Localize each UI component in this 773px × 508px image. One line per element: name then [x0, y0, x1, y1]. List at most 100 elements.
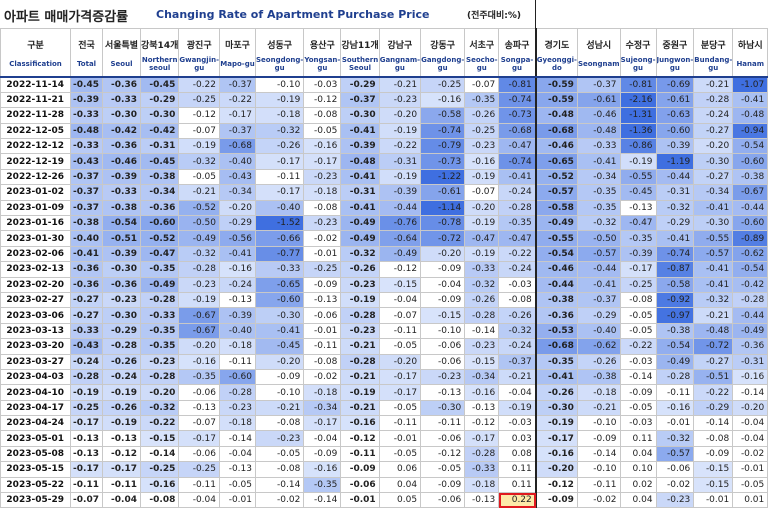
table-cell: -0.34: [303, 399, 342, 417]
row-date: 2023-01-16: [0, 215, 71, 232]
table-cell: -0.03: [619, 415, 657, 432]
table-cell: -0.23: [420, 368, 466, 386]
table-cell: -0.78: [420, 215, 466, 232]
table-cell: -0.42: [732, 276, 769, 293]
table-cell: -0.41: [693, 276, 734, 293]
title-bar: 아파트 매매가격증감률 Changing Rate of Apartment P…: [0, 0, 773, 28]
table-cell: -0.06: [420, 430, 466, 447]
table-cell: -0.05: [619, 399, 657, 417]
table-cell: -0.23: [303, 215, 342, 232]
table-cell: -0.11: [102, 476, 141, 494]
table-cell: -0.39: [619, 245, 657, 263]
table-cell: -0.04: [732, 415, 769, 432]
table-cell: -0.48: [732, 107, 769, 124]
table-cell: -0.19: [464, 245, 500, 263]
table-cell: -0.05: [254, 445, 305, 463]
table-cell: -0.17: [464, 430, 500, 447]
table-cell: -0.61: [576, 91, 621, 109]
table-cell: -0.77: [254, 245, 305, 263]
table-cell: -0.33: [464, 261, 500, 278]
table-row: 2023-05-08 -0.13 -0.12 -0.14 -0.06 -0.04 -0.05…: [0, 445, 769, 463]
table-row: 2023-02-27 -0.27 -0.23 -0.28 -0.19 -0.13 -0.60…: [0, 291, 769, 309]
table-cell: -0.34: [464, 368, 500, 386]
table-cell: -0.50: [576, 230, 621, 247]
table-cell: -0.54: [102, 215, 141, 232]
table-cell: -0.23: [303, 168, 342, 186]
table-cell: -0.19: [464, 168, 500, 186]
table-cell: -0.51: [693, 368, 734, 386]
table-cell: -0.33: [70, 322, 103, 340]
table-cell: -0.35: [576, 199, 621, 217]
column-header-kr: 하남시: [732, 28, 769, 51]
table-row: 2023-02-06 -0.41 -0.39 -0.47 -0.32 -0.41 -0.77…: [0, 245, 769, 263]
table-cell: -0.13: [70, 445, 103, 463]
table-cell: -0.17: [254, 153, 305, 170]
table-cell: -0.48: [534, 107, 578, 124]
table-cell: -0.22: [219, 91, 256, 109]
table-cell: -0.09: [340, 461, 380, 478]
table-cell: -0.61: [420, 184, 466, 201]
table-cell: -0.34: [576, 168, 621, 186]
table-cell: -0.41: [340, 122, 380, 140]
table-cell: -0.13: [303, 291, 342, 309]
table-cell: -0.68: [219, 138, 256, 155]
table-cell: -0.59: [534, 91, 578, 109]
table-cell: -0.44: [655, 168, 695, 186]
table-cell: -0.46: [102, 153, 141, 170]
table-cell: -0.09: [254, 368, 305, 386]
column-header-en: Seongdong-gu: [254, 51, 305, 78]
table-cell: -0.30: [102, 107, 141, 124]
table-row: 2022-12-26 -0.37 -0.39 -0.38 -0.05 -0.43 -0.11…: [0, 168, 769, 186]
row-date: 2022-12-12: [0, 138, 71, 155]
table-row: 2023-04-10 -0.19 -0.19 -0.20 -0.06 -0.28 -0.10…: [0, 384, 769, 401]
table-cell: -0.52: [534, 168, 578, 186]
table-cell: -0.37: [70, 168, 103, 186]
table-cell: -0.13: [420, 384, 466, 401]
table-cell: -0.30: [693, 153, 734, 170]
table-cell: -0.05: [619, 322, 657, 340]
table-cell: -0.57: [655, 445, 695, 463]
table-row: 2022-12-12 -0.33 -0.36 -0.31 -0.19 -0.68 -0.26…: [0, 138, 769, 155]
table-cell: -0.47: [619, 215, 657, 232]
table-cell: -0.20: [534, 461, 578, 478]
table-cell: -0.33: [139, 307, 180, 324]
table-cell: -0.18: [576, 384, 621, 401]
table-cell: -0.21: [254, 399, 305, 417]
table-cell: -0.17: [219, 107, 256, 124]
table-cell: -0.41: [576, 276, 621, 293]
row-date: 2023-02-06: [0, 245, 71, 263]
table-cell: -0.17: [102, 461, 141, 478]
table-cell: -0.11: [70, 476, 103, 494]
column-header-en: Hanam: [732, 51, 769, 78]
table-cell: -0.76: [378, 215, 422, 232]
table-cell: 0.08: [498, 445, 537, 463]
table-cell: -0.16: [219, 261, 256, 278]
table-cell: -0.26: [534, 384, 578, 401]
table-cell: -0.35: [139, 261, 180, 278]
table-cell: -0.11: [378, 415, 422, 432]
table-cell: 0.03: [498, 430, 537, 447]
table-cell: -0.01: [378, 430, 422, 447]
table-cell: -0.55: [619, 168, 657, 186]
table-cell: -0.07: [464, 184, 500, 201]
table-cell: -0.65: [254, 276, 305, 293]
table-cell: -0.13: [464, 399, 500, 417]
table-cell: -0.68: [498, 122, 537, 140]
table-cell: -0.14: [219, 430, 256, 447]
row-date: 2023-01-09: [0, 199, 71, 217]
table-cell: -0.72: [420, 230, 466, 247]
table-cell: -0.23: [219, 399, 256, 417]
table-cell: -0.22: [178, 76, 220, 93]
table-cell: -2.16: [619, 91, 657, 109]
table-cell: -0.36: [534, 307, 578, 324]
table-cell: -0.32: [693, 291, 734, 309]
table-cell: -0.12: [420, 445, 466, 463]
table-cell: -0.06: [340, 476, 380, 494]
table-cell: -0.28: [139, 368, 180, 386]
column-header-en: Classification: [0, 51, 71, 78]
table-cell: -1.36: [619, 122, 657, 140]
table-cell: -0.16: [655, 399, 695, 417]
table-cell: -0.45: [139, 76, 180, 93]
table-cell: -0.05: [303, 122, 342, 140]
column-header-kr: 성남시: [576, 28, 621, 51]
